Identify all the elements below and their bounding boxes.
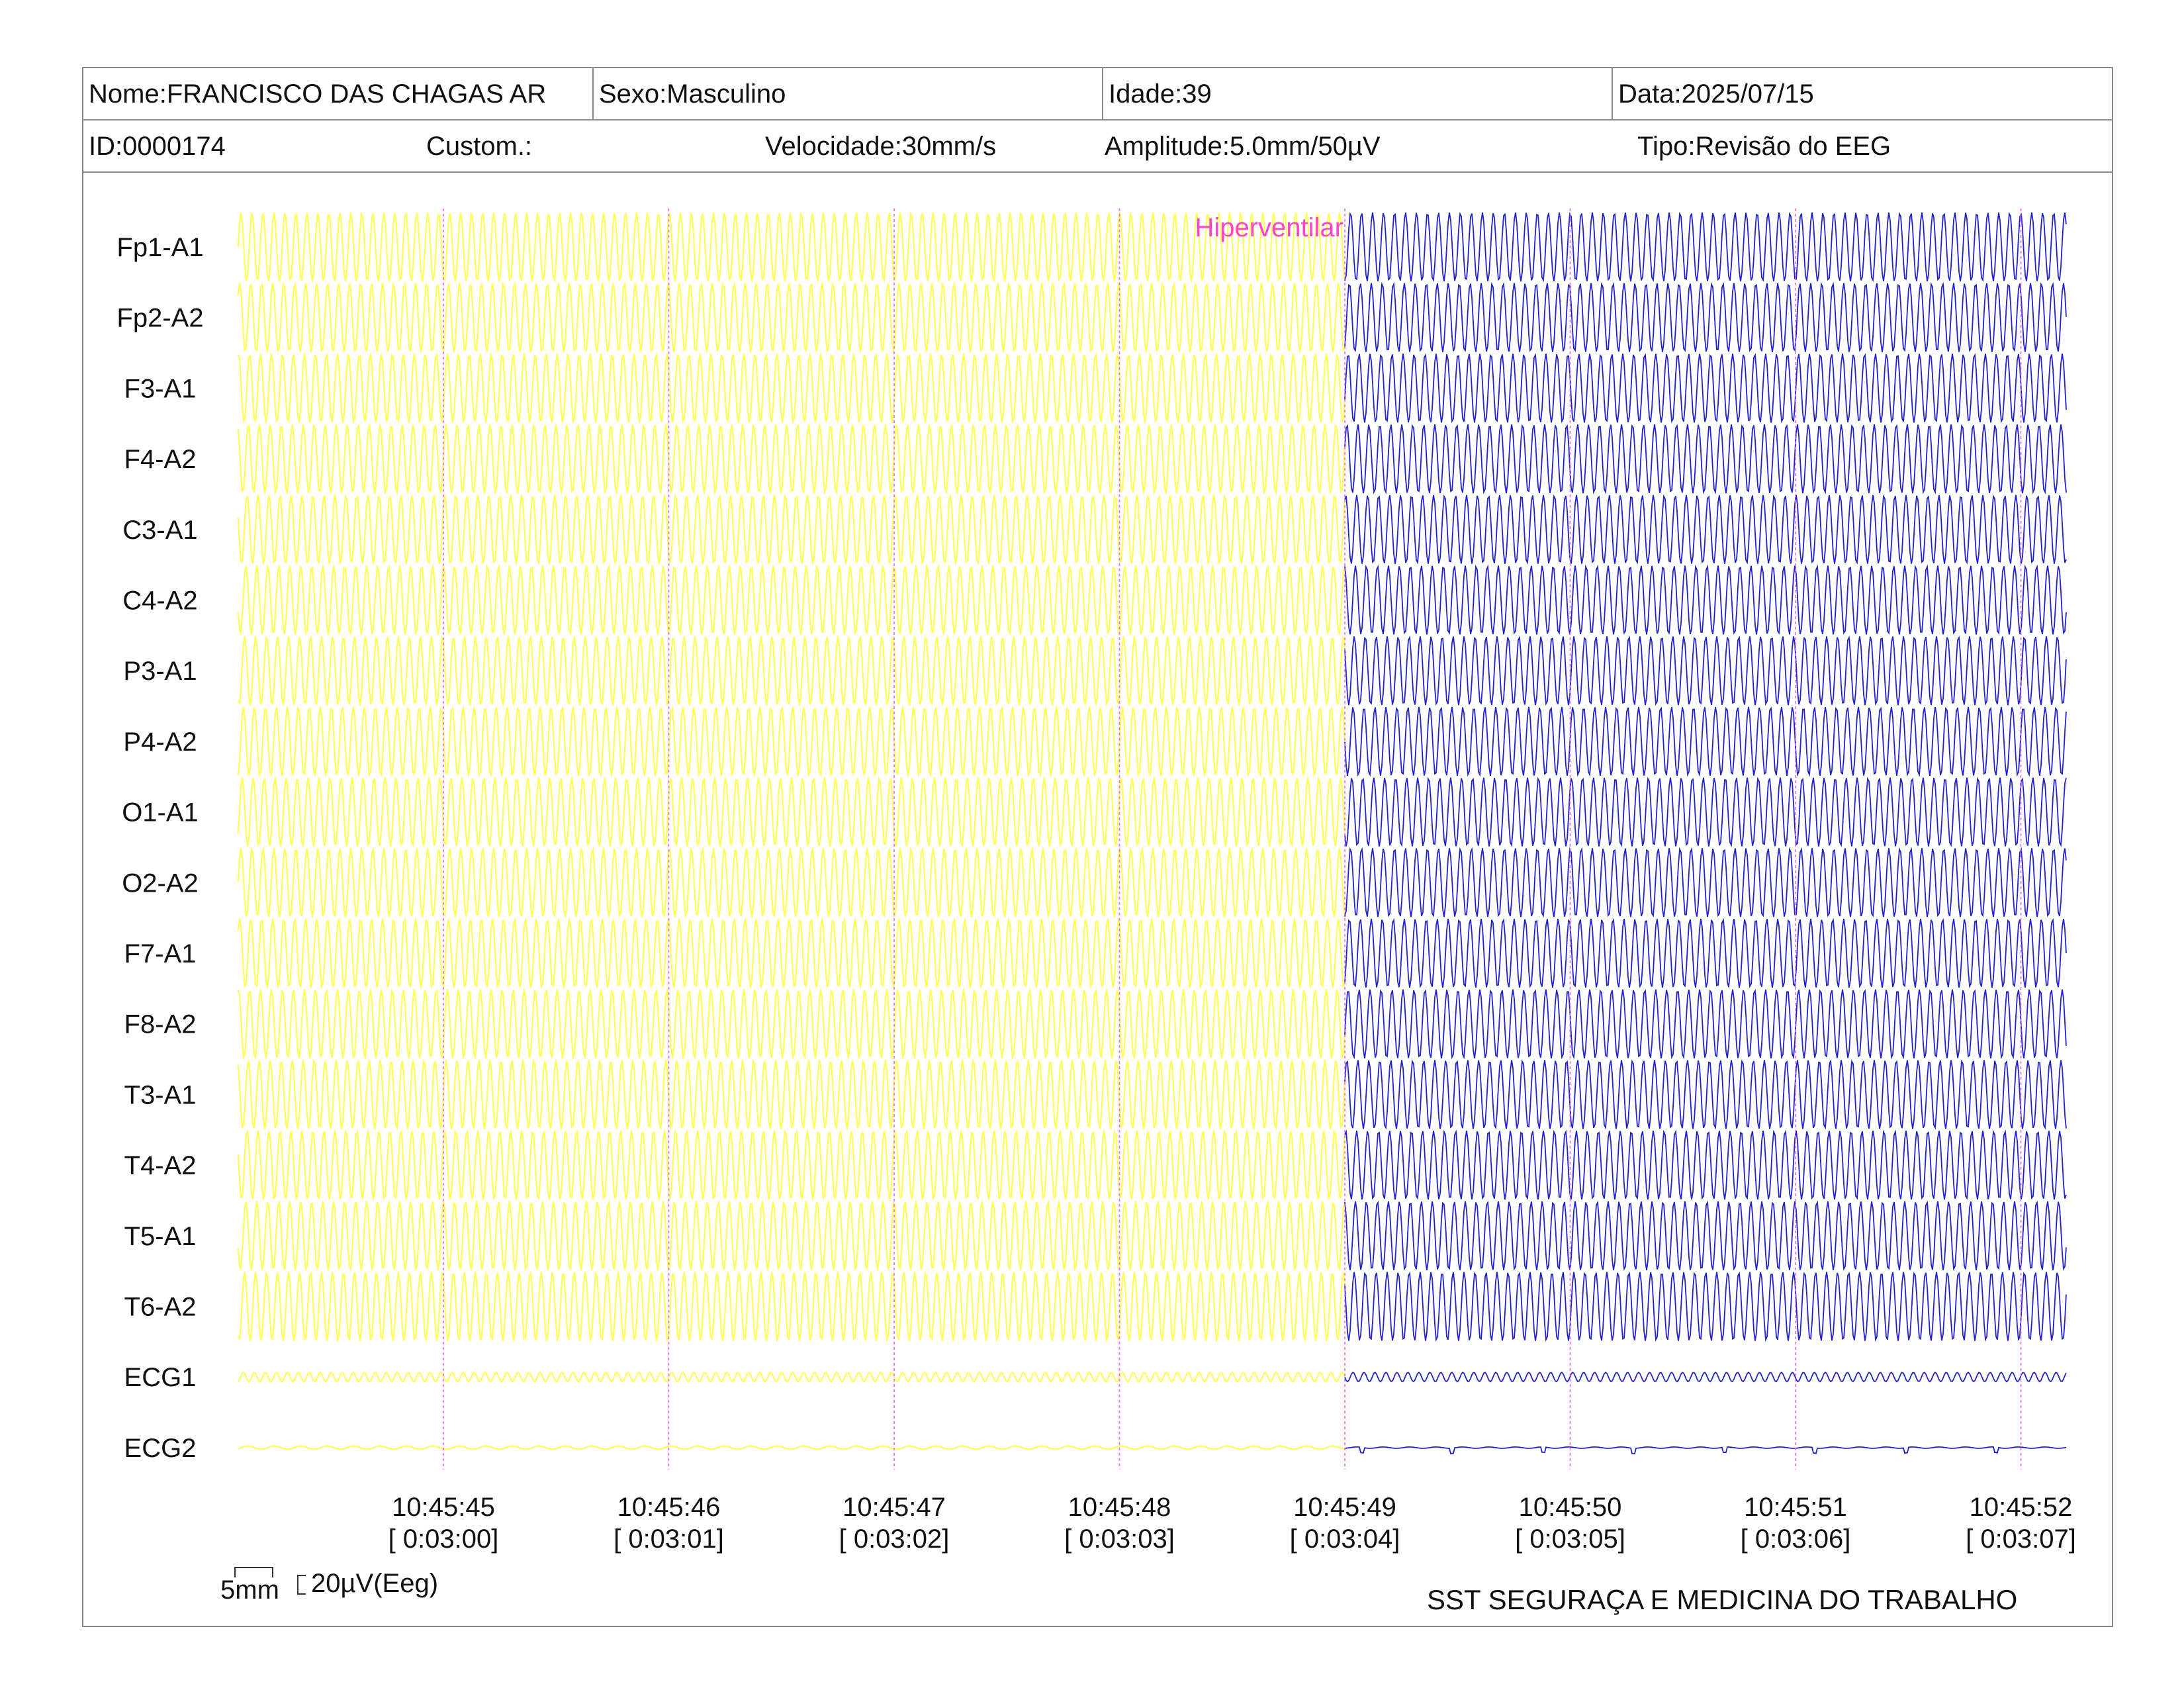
channel-label-t5-a1: T5-A1 xyxy=(124,1222,197,1251)
elapsed-tick-label-0: [ 0:03:00] xyxy=(388,1524,499,1554)
trace-t3-a1-seg1 xyxy=(237,1058,1346,1131)
trace-f3-a1-seg2 xyxy=(1344,353,2067,424)
elapsed-tick-label-3: [ 0:03:03] xyxy=(1064,1524,1175,1554)
patient-age: Idade:39 xyxy=(1102,68,1612,119)
trace-f8-a2-seg1 xyxy=(237,988,1346,1060)
time-tick-label-5: 10:45:50 xyxy=(1519,1493,1622,1522)
trace-fp1-a1-seg1 xyxy=(237,211,1346,283)
channel-label-ecg1: ECG1 xyxy=(124,1363,197,1392)
footer-clinic: SST SEGURAÇA E MEDICINA DO TRABALHO xyxy=(1427,1584,2018,1615)
time-tick-label-6: 10:45:51 xyxy=(1744,1493,1847,1522)
time-tick-label-7: 10:45:52 xyxy=(1970,1493,2073,1522)
channel-label-p4-a2: P4-A2 xyxy=(123,727,197,757)
trace-t3-a1-seg2 xyxy=(1344,1059,2067,1130)
patient-name: Nome:FRANCISCO DAS CHAGAS AR xyxy=(89,79,547,109)
trace-o1-a1-seg1 xyxy=(237,776,1346,848)
trace-t6-a2-seg2 xyxy=(1344,1272,2067,1342)
trace-o1-a1-seg2 xyxy=(1344,776,2067,847)
trace-c3-a1-seg2 xyxy=(1344,494,2067,565)
channel-label-fp1-a1: Fp1-A1 xyxy=(116,233,203,262)
trace-ecg2-seg2 xyxy=(1344,1446,2067,1454)
channel-label-t4-a2: T4-A2 xyxy=(124,1151,197,1180)
channel-label-o2-a2: O2-A2 xyxy=(122,868,199,898)
trace-p3-a1-seg1 xyxy=(237,635,1346,706)
trace-fp1-a1-seg2 xyxy=(1344,212,2067,282)
trace-o2-a2-seg2 xyxy=(1344,847,2067,917)
header-row-2: ID:0000174 Custom.: Velocidade:30mm/s Am… xyxy=(83,120,2112,173)
scale-time-label: 5mm xyxy=(220,1575,279,1605)
event-annotation-label: Hiperventilar xyxy=(1195,213,1343,242)
trace-p3-a1-seg2 xyxy=(1344,635,2067,706)
time-tick-label-2: 10:45:47 xyxy=(842,1493,946,1522)
channel-label-f8-a2: F8-A2 xyxy=(124,1010,197,1039)
channel-label-fp2-a2: Fp2-A2 xyxy=(116,304,203,333)
exam-type: Tipo:Revisão do EEG xyxy=(1637,132,1891,161)
time-tick-label-0: 10:45:45 xyxy=(392,1493,495,1522)
trace-f8-a2-seg2 xyxy=(1344,989,2067,1060)
time-tick-label-1: 10:45:46 xyxy=(617,1493,721,1522)
patient-id: ID:0000174 xyxy=(89,132,226,161)
channel-label-t6-a2: T6-A2 xyxy=(124,1293,197,1322)
time-tick-label-3: 10:45:48 xyxy=(1068,1493,1171,1522)
trace-t4-a2-seg1 xyxy=(237,1129,1346,1201)
trace-p4-a2-seg2 xyxy=(1344,706,2067,777)
elapsed-tick-label-5: [ 0:03:05] xyxy=(1515,1524,1625,1554)
trace-t4-a2-seg2 xyxy=(1344,1129,2067,1200)
trace-ecg1-seg2 xyxy=(1344,1371,2067,1383)
elapsed-tick-label-7: [ 0:03:07] xyxy=(1966,1524,2076,1554)
amplitude-setting: Amplitude:5.0mm/50µV xyxy=(1105,132,1381,161)
trace-f3-a1-seg1 xyxy=(237,352,1346,424)
channel-label-p3-a1: P3-A1 xyxy=(123,657,197,686)
elapsed-tick-label-6: [ 0:03:06] xyxy=(1741,1524,1851,1554)
trace-c3-a1-seg1 xyxy=(237,494,1346,565)
channel-label-c3-a1: C3-A1 xyxy=(122,516,197,545)
patient-sex: Sexo:Masculino xyxy=(592,68,1102,119)
trace-c4-a2-seg2 xyxy=(1344,564,2067,635)
channel-label-ecg2: ECG2 xyxy=(124,1434,197,1463)
eeg-report-sheet: Nome:FRANCISCO DAS CHAGAS AR Sexo:Mascul… xyxy=(82,67,2113,1627)
channel-label-f3-a1: F3-A1 xyxy=(124,374,197,403)
elapsed-tick-label-4: [ 0:03:04] xyxy=(1290,1524,1400,1554)
elapsed-tick-label-2: [ 0:03:02] xyxy=(839,1524,950,1554)
trace-f7-a1-seg1 xyxy=(237,917,1346,989)
elapsed-tick-label-1: [ 0:03:01] xyxy=(614,1524,724,1554)
trace-f4-a2-seg1 xyxy=(237,424,1346,495)
trace-ecg2-seg1 xyxy=(238,1445,1345,1450)
scale-amp-bracket xyxy=(297,1575,306,1595)
header-row-1: Nome:FRANCISCO DAS CHAGAS AR Sexo:Mascul… xyxy=(83,68,2112,120)
trace-ecg1-seg1 xyxy=(238,1371,1346,1383)
channel-label-f7-a1: F7-A1 xyxy=(124,939,197,968)
trace-f7-a1-seg2 xyxy=(1344,917,2067,988)
custom-field: Custom.: xyxy=(426,132,533,161)
trace-o2-a2-seg1 xyxy=(237,846,1346,918)
time-tick-label-4: 10:45:49 xyxy=(1293,1493,1396,1522)
channel-label-f4-a2: F4-A2 xyxy=(124,445,197,474)
scale-time-bracket xyxy=(234,1567,273,1577)
trace-p4-a2-seg1 xyxy=(237,706,1346,778)
trace-t5-a1-seg1 xyxy=(237,1199,1346,1272)
trace-fp2-a2-seg2 xyxy=(1344,282,2067,352)
trace-fp2-a2-seg1 xyxy=(237,281,1346,353)
channel-label-t3-a1: T3-A1 xyxy=(124,1080,197,1109)
trace-f4-a2-seg2 xyxy=(1344,424,2067,494)
speed-setting: Velocidade:30mm/s xyxy=(765,132,997,161)
exam-date: Data:2025/07/15 xyxy=(1612,68,2115,119)
scale-amp-label: 20µV(Eeg) xyxy=(311,1569,439,1598)
channel-label-o1-a1: O1-A1 xyxy=(122,798,199,827)
trace-c4-a2-seg1 xyxy=(237,564,1346,635)
channel-label-c4-a2: C4-A2 xyxy=(122,586,197,616)
trace-t6-a2-seg1 xyxy=(237,1271,1346,1342)
trace-t5-a1-seg2 xyxy=(1344,1200,2067,1271)
